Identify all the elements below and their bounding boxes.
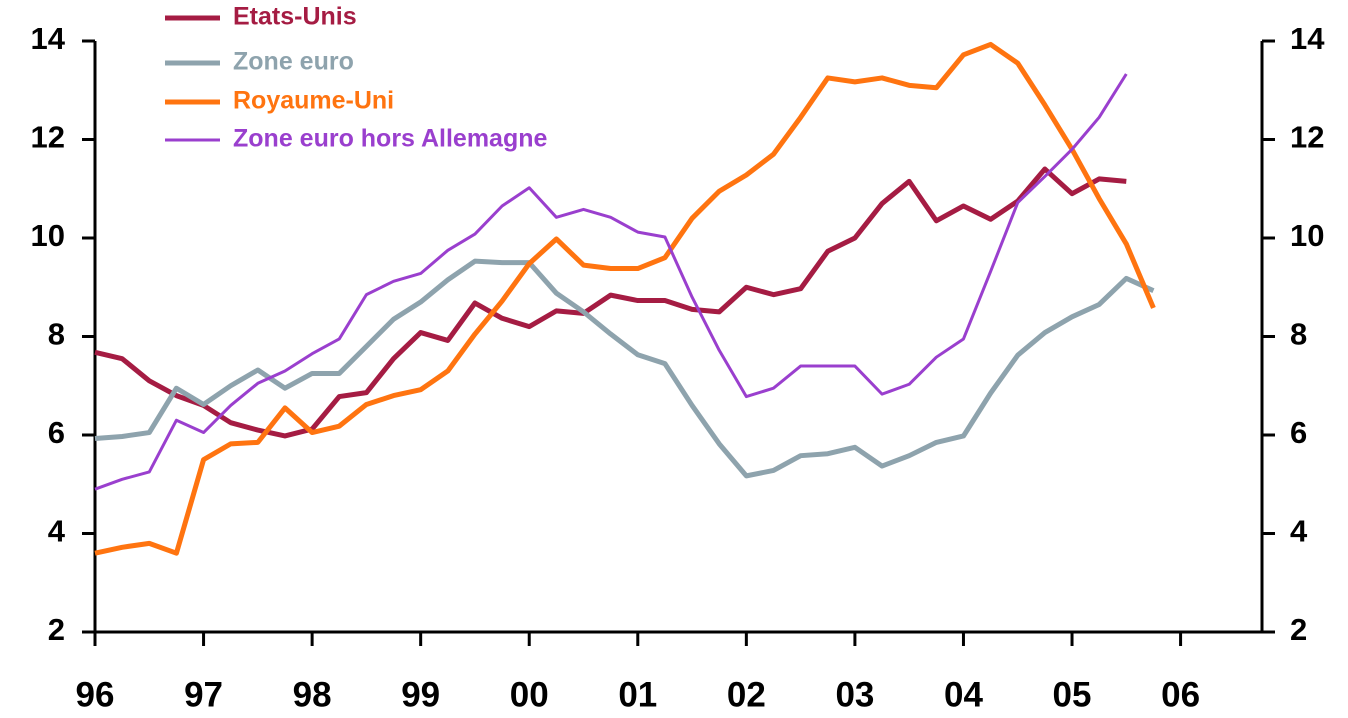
x-tick-label: 05: [1053, 675, 1092, 714]
legend-label: Royaume-Uni: [233, 87, 394, 115]
y2-tick-label: 2: [1290, 612, 1307, 647]
y2-tick-label: 4: [1290, 514, 1308, 549]
x-tick-label: 06: [1161, 675, 1200, 714]
y2-tick-label: 8: [1290, 317, 1307, 352]
x-tick-label: 03: [835, 675, 874, 714]
y2-tick-label: 14: [1290, 21, 1325, 56]
y-tick-label: 4: [48, 514, 66, 549]
y-tick-label: 12: [31, 120, 65, 155]
y2-tick-label: 6: [1290, 415, 1307, 450]
legend-label: Etats-Unis: [233, 3, 357, 31]
y-tick-label: 6: [48, 415, 65, 450]
y-tick-label: 14: [31, 21, 66, 56]
y-tick-label: 10: [31, 218, 65, 253]
legend-label: Zone euro hors Allemagne: [233, 125, 548, 153]
series-line: [94, 258, 1155, 479]
series-line: [94, 73, 1128, 491]
y2-tick-label: 12: [1290, 120, 1324, 155]
x-tick-label: 01: [618, 675, 657, 714]
series-line: [94, 41, 1156, 556]
legend-label: Zone euro: [233, 48, 354, 76]
series-line: [94, 166, 1127, 439]
x-tick-label: 98: [293, 675, 332, 714]
x-tick-label: 97: [184, 675, 223, 714]
x-tick-label: 00: [510, 675, 549, 714]
x-tick-label: 04: [944, 675, 983, 714]
x-tick-label: 96: [76, 675, 115, 714]
y-tick-label: 2: [48, 612, 65, 647]
y2-tick-label: 10: [1290, 218, 1324, 253]
y-tick-label: 8: [48, 317, 65, 352]
x-tick-label: 99: [401, 675, 440, 714]
x-tick-label: 02: [727, 675, 766, 714]
